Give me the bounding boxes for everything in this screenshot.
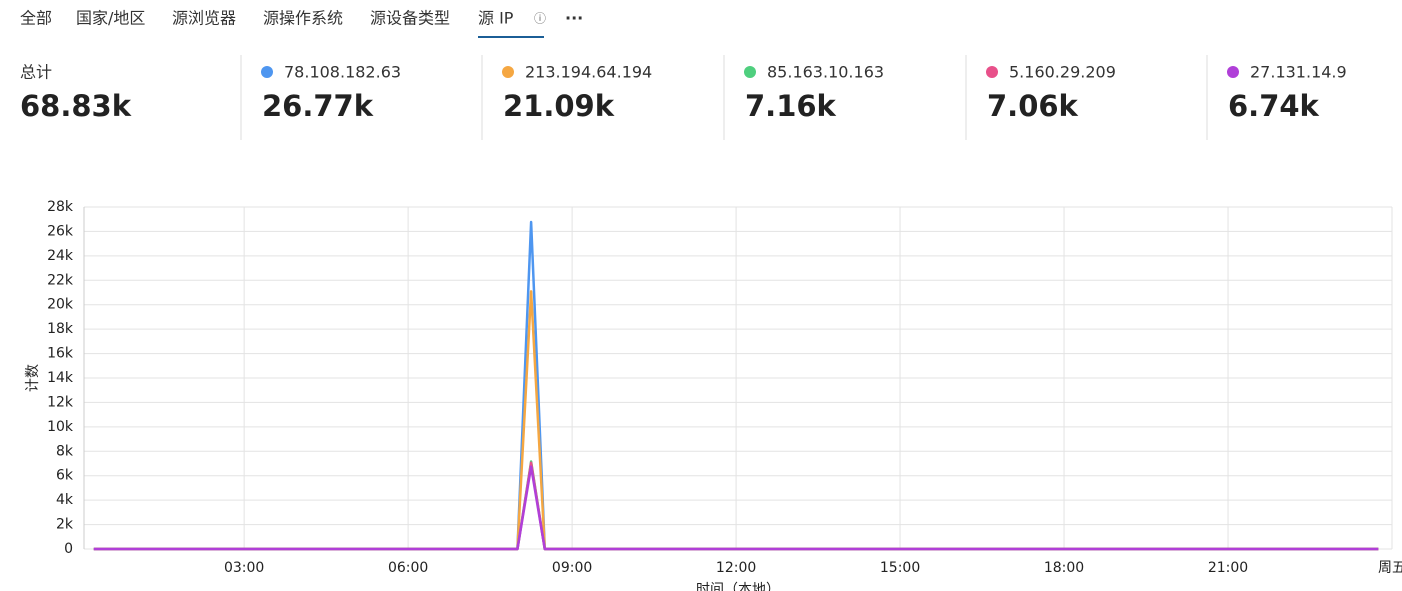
info-icon[interactable]: ⓘ [534, 12, 546, 26]
x-axis-title: 时间（本地） [696, 582, 780, 591]
tile-value: 26.77k [262, 89, 374, 123]
y-axis-title: 计数 [25, 364, 41, 392]
y-tick-label: 14k [47, 370, 74, 386]
legend-label[interactable]: 78.108.182.63 [284, 63, 401, 82]
x-tick-label: 周五 [1378, 560, 1402, 576]
legend-dot [1227, 66, 1239, 78]
chart: 0 2k 4k 6k 8k 10k 12k 14k 16k 18k 20k 22k 24k 26k 28k 0… [25, 199, 1402, 591]
tile-value: 68.83k [20, 89, 132, 123]
x-tick-label: 06:00 [388, 560, 428, 576]
tab[interactable]: 源 IP [478, 9, 514, 28]
more-icon[interactable]: ··· [565, 9, 583, 28]
legend-dot [986, 66, 998, 78]
y-tick-label: 22k [47, 272, 74, 288]
active-tab-underline [478, 36, 544, 38]
tile-label: 总计 [20, 63, 52, 82]
tab[interactable]: 源设备类型 [370, 9, 450, 28]
tab[interactable]: 源浏览器 [172, 9, 236, 28]
tab[interactable]: 源操作系统 [263, 9, 343, 28]
y-tick-label: 2k [56, 517, 74, 533]
legend-label[interactable]: 5.160.29.209 [1009, 63, 1116, 82]
legend-label[interactable]: 27.131.14.9 [1250, 63, 1347, 82]
x-tick-label: 03:00 [224, 560, 264, 576]
y-tick-label: 20k [47, 297, 74, 313]
tab[interactable]: 全部 [20, 9, 52, 28]
y-tick-label: 12k [47, 394, 74, 410]
x-tick-label: 09:00 [552, 560, 592, 576]
y-tick-label: 28k [47, 199, 74, 215]
legend-dot [261, 66, 273, 78]
y-tick-label: 16k [47, 346, 74, 362]
y-tick-label: 0 [64, 541, 73, 557]
legend-dot [502, 66, 514, 78]
tile-value: 7.16k [745, 89, 837, 123]
x-tick-label: 15:00 [880, 560, 920, 576]
tab[interactable]: 国家/地区 [76, 9, 145, 28]
legend-label[interactable]: 85.163.10.163 [767, 63, 884, 82]
y-tick-label: 18k [47, 321, 74, 337]
y-tick-label: 6k [56, 468, 74, 484]
y-tick-label: 4k [56, 492, 74, 508]
tile-value: 7.06k [987, 89, 1079, 123]
series-line [93, 465, 1379, 551]
summary: 总计 68.83k 78.108.182.63 26.77k 213.194.64.19… [20, 55, 1347, 140]
x-tick-label: 21:00 [1208, 560, 1248, 576]
legend-dot [744, 66, 756, 78]
y-tick-label: 24k [47, 248, 74, 264]
y-tick-label: 10k [47, 419, 74, 435]
x-tick-label: 12:00 [716, 560, 756, 576]
tile-value: 6.74k [1228, 89, 1320, 123]
y-tick-label: 8k [56, 443, 74, 459]
tile-value: 21.09k [503, 89, 615, 123]
tab-bar: 全部 国家/地区 源浏览器 源操作系统 源设备类型 源 IP [20, 9, 544, 38]
legend-label[interactable]: 213.194.64.194 [525, 63, 652, 82]
x-tick-label: 18:00 [1044, 560, 1084, 576]
y-tick-label: 26k [47, 223, 74, 239]
